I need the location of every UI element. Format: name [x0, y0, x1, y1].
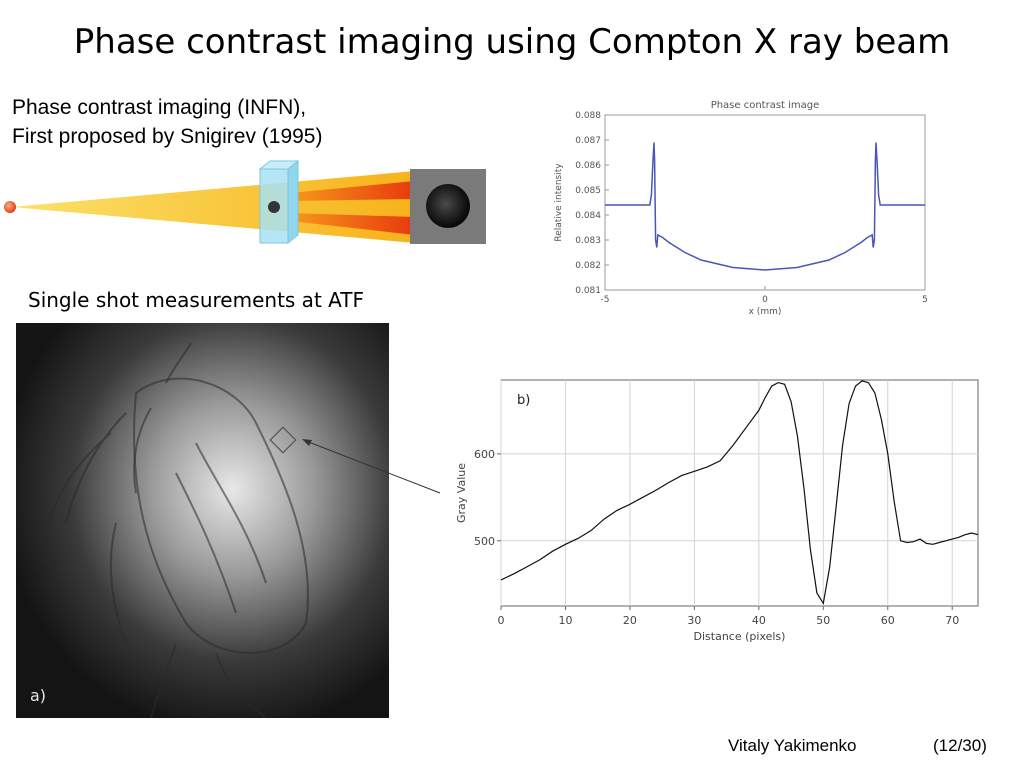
- y-tick-label: 0.081: [575, 286, 601, 296]
- beam-red-band-upper: [290, 181, 415, 201]
- intro-line-1: Phase contrast imaging (INFN),: [12, 96, 307, 119]
- y-tick-label: 0.087: [575, 136, 601, 146]
- y-tick-label: 0.082: [575, 261, 601, 271]
- footer-author: Vitaly Yakimenko: [728, 736, 857, 755]
- chart-panel-label: b): [517, 393, 530, 408]
- pointer-arrow: [302, 439, 441, 494]
- intensity-line: [605, 142, 925, 271]
- detector-image: [426, 184, 470, 228]
- gray-value-line: [500, 380, 979, 606]
- xray-source: [4, 201, 16, 213]
- footer-page-number: (12/30): [933, 736, 987, 755]
- x-tick-label: 70: [945, 614, 959, 627]
- y-tick-label: 0.083: [575, 236, 601, 246]
- gray-value-chart: 0 10 20 30 40 50 60 70 500 600 Distance (pixels) Gr…: [455, 379, 979, 643]
- x-tick-label: 50: [816, 614, 830, 627]
- slide-title: Phase contrast imaging using Compton X r…: [73, 22, 951, 62]
- y-tick-label: 0.085: [575, 186, 601, 196]
- x-axis-label: x (mm): [749, 307, 782, 317]
- x-axis-label: Distance (pixels): [694, 630, 786, 643]
- sample-object: [268, 201, 280, 213]
- photo-label: a): [30, 686, 46, 705]
- x-tick-label: 10: [558, 614, 572, 627]
- plot-frame: [604, 114, 926, 291]
- intro-text: Phase contrast imaging (INFN), First pro…: [12, 93, 322, 151]
- x-tick-label: 0: [498, 614, 505, 627]
- x-tick-label: 0: [762, 295, 768, 305]
- xray-beam-cone: [12, 171, 415, 243]
- x-tick-label: 20: [623, 614, 637, 627]
- x-tick-label: -5: [601, 295, 610, 305]
- y-tick-label: 600: [474, 448, 495, 461]
- y-tick-label: 500: [474, 535, 495, 548]
- x-tick-label: 5: [922, 295, 928, 305]
- y-axis-label: Gray Value: [455, 463, 468, 523]
- x-tick-label: 60: [881, 614, 895, 627]
- chart-title: Phase contrast image: [711, 100, 820, 111]
- intro-line-2: First proposed by Snigirev (1995): [12, 125, 323, 148]
- x-tick-label: 30: [687, 614, 701, 627]
- sample-cube: [258, 159, 300, 245]
- plot-frame: [500, 379, 979, 607]
- x-tick-label: 40: [752, 614, 766, 627]
- insect-silhouette: [45, 342, 309, 718]
- y-tick-label: 0.086: [575, 161, 601, 171]
- region-marker: [269, 426, 297, 454]
- y-tick-label: 0.084: [575, 211, 601, 221]
- section-label: Single shot measurements at ATF: [28, 288, 364, 312]
- specimen-photo: a): [16, 323, 389, 718]
- beam-red-band-lower: [290, 213, 415, 235]
- y-tick-label: 0.088: [575, 111, 601, 121]
- y-axis-label: Relative intensity: [554, 163, 564, 242]
- phase-contrast-chart: Phase contrast image 0.081 0.082 0.083 0.084…: [554, 100, 928, 317]
- beam-diagram: [4, 159, 486, 245]
